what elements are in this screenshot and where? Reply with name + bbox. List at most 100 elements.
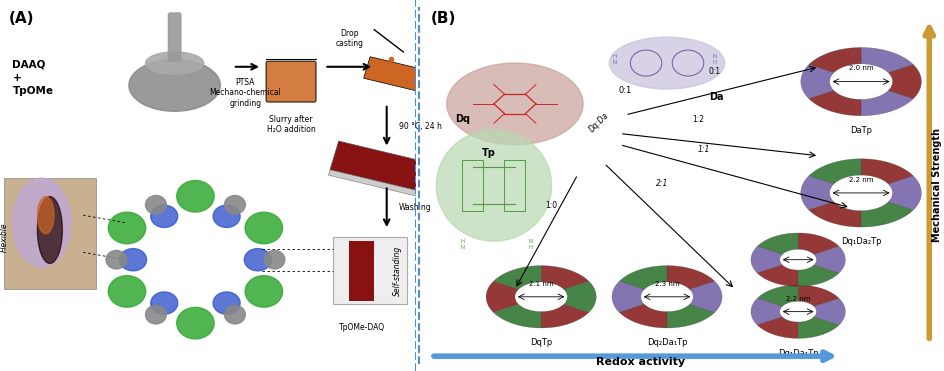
FancyBboxPatch shape [168, 13, 180, 61]
Circle shape [145, 305, 166, 324]
Polygon shape [887, 65, 920, 99]
Ellipse shape [109, 276, 145, 307]
Ellipse shape [177, 307, 214, 339]
Polygon shape [485, 281, 518, 312]
Polygon shape [756, 317, 798, 338]
Polygon shape [887, 176, 920, 210]
Text: (B): (B) [430, 11, 456, 26]
Polygon shape [756, 285, 798, 306]
Polygon shape [750, 298, 782, 325]
Polygon shape [798, 285, 838, 306]
Circle shape [145, 196, 166, 214]
Text: DaTp: DaTp [850, 126, 871, 135]
Text: Redox activity: Redox activity [596, 357, 684, 367]
Text: PTSA
Mechano-chemical
grinding: PTSA Mechano-chemical grinding [210, 78, 281, 108]
Circle shape [162, 230, 228, 289]
Polygon shape [666, 304, 714, 328]
Polygon shape [798, 233, 838, 255]
Polygon shape [329, 170, 426, 198]
Ellipse shape [12, 178, 71, 267]
Text: Slurry after
H₂O addition: Slurry after H₂O addition [266, 115, 315, 134]
Ellipse shape [38, 197, 62, 263]
Text: 2:1: 2:1 [655, 178, 667, 187]
Text: N
H: N H [528, 239, 532, 250]
Circle shape [263, 250, 284, 269]
Circle shape [225, 196, 245, 214]
FancyBboxPatch shape [332, 237, 407, 304]
Text: DqTp: DqTp [530, 338, 551, 347]
Bar [462, 160, 483, 211]
Text: 90 °C, 24 h: 90 °C, 24 h [398, 122, 442, 131]
Polygon shape [798, 265, 838, 286]
Polygon shape [363, 57, 426, 92]
Text: Self-standing: Self-standing [392, 246, 401, 296]
Polygon shape [756, 233, 798, 255]
Ellipse shape [447, 63, 582, 145]
Text: Dq₁Da₂Tp: Dq₁Da₂Tp [840, 237, 881, 246]
Ellipse shape [119, 249, 146, 271]
Ellipse shape [436, 130, 551, 241]
Ellipse shape [244, 212, 282, 244]
Text: 0:1: 0:1 [617, 86, 631, 95]
Polygon shape [618, 266, 666, 289]
Ellipse shape [244, 276, 282, 307]
Text: DAAQ
+
TpOMe: DAAQ + TpOMe [12, 60, 54, 96]
Ellipse shape [609, 37, 724, 89]
Text: 1:0: 1:0 [545, 201, 557, 210]
Polygon shape [808, 202, 860, 227]
Text: Tp: Tp [481, 148, 495, 158]
Polygon shape [493, 266, 541, 289]
Polygon shape [813, 246, 845, 273]
Polygon shape [808, 159, 860, 184]
Text: 2.2 nm: 2.2 nm [848, 177, 872, 183]
Text: 2.3 nm: 2.3 nm [654, 281, 679, 287]
Polygon shape [666, 266, 714, 289]
Ellipse shape [177, 180, 214, 212]
Polygon shape [800, 65, 833, 99]
Polygon shape [541, 266, 588, 289]
Text: Dq₂Da₁Tp: Dq₂Da₁Tp [646, 338, 686, 347]
Ellipse shape [145, 52, 204, 74]
FancyBboxPatch shape [266, 61, 315, 102]
Text: Mechanical Strength: Mechanical Strength [932, 128, 941, 243]
Text: 1:2: 1:2 [692, 115, 703, 124]
Ellipse shape [150, 292, 177, 314]
Ellipse shape [109, 212, 145, 244]
Text: N
H: N H [712, 54, 716, 65]
Ellipse shape [244, 249, 271, 271]
Text: 0:1: 0:1 [707, 67, 719, 76]
Text: Dq:Da: Dq:Da [586, 111, 610, 134]
Polygon shape [860, 47, 912, 73]
Polygon shape [541, 304, 588, 328]
Circle shape [106, 250, 126, 269]
Polygon shape [756, 265, 798, 286]
Text: 2.1 nm: 2.1 nm [529, 281, 553, 287]
Polygon shape [798, 317, 838, 338]
Polygon shape [813, 298, 845, 325]
Text: H
N: H N [460, 239, 464, 250]
Text: Da: Da [708, 92, 723, 102]
FancyBboxPatch shape [4, 178, 95, 289]
Polygon shape [493, 304, 541, 328]
Polygon shape [860, 91, 912, 116]
Text: 1:1: 1:1 [697, 145, 709, 154]
Ellipse shape [151, 205, 177, 227]
Ellipse shape [128, 59, 220, 111]
Polygon shape [689, 281, 721, 312]
Polygon shape [860, 202, 912, 227]
Polygon shape [618, 304, 666, 328]
Polygon shape [564, 281, 596, 312]
Text: 2.2 nm: 2.2 nm [785, 296, 810, 302]
Text: TpOMe-DAQ: TpOMe-DAQ [338, 323, 384, 332]
Ellipse shape [212, 205, 240, 227]
Text: 2.0 nm: 2.0 nm [848, 66, 872, 72]
Text: Drop
casting: Drop casting [335, 29, 362, 48]
Text: Flexible: Flexible [0, 223, 9, 252]
Polygon shape [800, 176, 833, 210]
Polygon shape [808, 91, 860, 116]
Ellipse shape [38, 197, 54, 234]
Bar [349, 241, 374, 301]
Text: H
N: H N [612, 54, 616, 65]
Polygon shape [860, 159, 912, 184]
Polygon shape [750, 246, 782, 273]
